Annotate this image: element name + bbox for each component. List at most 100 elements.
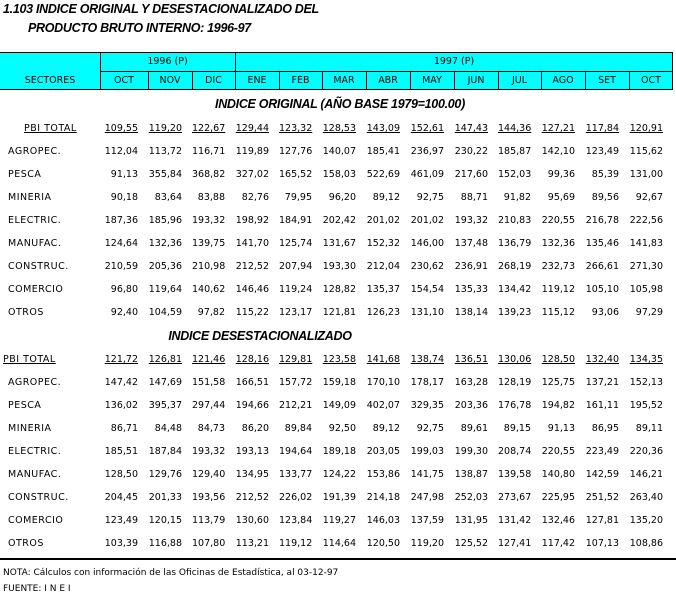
- cell-value: 93,06: [591, 307, 619, 318]
- cell-value: 127,21: [541, 123, 575, 134]
- cell-value: 128,50: [541, 354, 575, 365]
- cell-value: 113,21: [235, 538, 269, 549]
- cell-value: 131,42: [498, 515, 532, 526]
- column-divider: [498, 71, 499, 90]
- cell-value: 136,51: [454, 354, 488, 365]
- cell-value: 205,36: [148, 261, 182, 272]
- cell-value: 187,36: [104, 215, 138, 226]
- cell-value: 116,88: [148, 538, 182, 549]
- cell-value: 83,88: [197, 192, 225, 203]
- cell-value: 146,21: [629, 469, 663, 480]
- cell-value: 141,83: [629, 238, 663, 249]
- cell-value: 86,95: [591, 423, 619, 434]
- cell-value: 96,80: [110, 284, 138, 295]
- cell-value: 170,10: [366, 377, 400, 388]
- cell-value: 139,75: [192, 238, 226, 249]
- cell-value: 395,37: [148, 400, 182, 411]
- table-row: AGROPEC. 147,42 147,69 151,58 166,51 157,72 15…: [0, 375, 676, 391]
- cell-value: 266,61: [585, 261, 619, 272]
- table-row: OTROS 103,39 116,88 107,80 113,21 119,12 114,6…: [0, 536, 676, 552]
- cell-value: 131,10: [410, 307, 444, 318]
- cell-value: 193,32: [192, 215, 226, 226]
- cell-value: 120,50: [366, 538, 400, 549]
- cell-value: 121,81: [322, 307, 356, 318]
- cell-value: 89,61: [460, 423, 488, 434]
- cell-value: 142,10: [541, 146, 575, 157]
- row-label: COMERCIO: [8, 284, 64, 295]
- cell-value: 125,75: [541, 377, 575, 388]
- row-label: PBI TOTAL: [3, 354, 56, 365]
- table-row: PBI TOTAL 121,72 126,81 121,46 128,16 129,81 1…: [0, 352, 676, 368]
- cell-value: 86,20: [241, 423, 269, 434]
- cell-value: 134,35: [629, 354, 663, 365]
- cell-value: 99,36: [547, 169, 575, 180]
- cell-value: 123,49: [104, 515, 138, 526]
- cell-value: 107,80: [192, 538, 226, 549]
- cell-value: 193,13: [235, 446, 269, 457]
- header-year-1996: 1996 (P): [147, 56, 188, 67]
- cell-value: 135,37: [366, 284, 400, 295]
- cell-value: 201,33: [148, 492, 182, 503]
- cell-value: 115,12: [541, 307, 575, 318]
- header-month: OCT: [641, 75, 661, 86]
- cell-value: 117,42: [541, 538, 575, 549]
- cell-value: 119,89: [235, 146, 269, 157]
- cell-value: 131,95: [454, 515, 488, 526]
- cell-value: 132,46: [541, 515, 575, 526]
- table-row: PESCA 91,13 355,84 368,82 327,02 165,52 158,03…: [0, 167, 676, 183]
- cell-value: 128,50: [104, 469, 138, 480]
- header-month: JUN: [467, 75, 485, 86]
- cell-value: 137,21: [585, 377, 619, 388]
- cell-value: 163,28: [454, 377, 488, 388]
- cell-value: 123,49: [585, 146, 619, 157]
- cell-value: 132,36: [148, 238, 182, 249]
- cell-value: 297,44: [192, 400, 226, 411]
- cell-value: 128,16: [235, 354, 269, 365]
- cell-value: 124,22: [322, 469, 356, 480]
- cell-value: 193,56: [192, 492, 226, 503]
- cell-value: 120,91: [629, 123, 663, 134]
- row-label: MINERIA: [8, 192, 52, 203]
- cell-value: 125,74: [279, 238, 313, 249]
- cell-value: 131,00: [629, 169, 663, 180]
- cell-value: 105,98: [629, 284, 663, 295]
- cell-value: 90,18: [110, 192, 138, 203]
- cell-value: 109,55: [104, 123, 138, 134]
- header-month: MAR: [333, 75, 355, 86]
- cell-value: 83,64: [154, 192, 182, 203]
- table-header: SECTORES 1996 (P) 1997 (P) OCT NOV DIC ENE F…: [0, 52, 673, 90]
- cell-value: 140,62: [192, 284, 226, 295]
- table-row: PBI TOTAL 109,55 119,20 122,67 129,44 123,32 1…: [0, 121, 676, 137]
- cell-value: 108,86: [629, 538, 663, 549]
- cell-value: 82,76: [241, 192, 269, 203]
- cell-value: 402,07: [366, 400, 400, 411]
- cell-value: 95,69: [547, 192, 575, 203]
- cell-value: 157,72: [279, 377, 313, 388]
- cell-value: 159,18: [322, 377, 356, 388]
- cell-value: 91,13: [110, 169, 138, 180]
- cell-value: 96,20: [328, 192, 356, 203]
- cell-value: 115,22: [235, 307, 269, 318]
- cell-value: 220,55: [541, 215, 575, 226]
- cell-value: 201,02: [410, 215, 444, 226]
- cell-value: 84,73: [197, 423, 225, 434]
- header-month: DIC: [205, 75, 222, 86]
- row-label: ELECTRIC.: [8, 446, 62, 457]
- cell-value: 158,03: [322, 169, 356, 180]
- cell-value: 252,03: [454, 492, 488, 503]
- cell-value: 268,19: [498, 261, 532, 272]
- cell-value: 212,21: [279, 400, 313, 411]
- cell-value: 131,67: [322, 238, 356, 249]
- cell-value: 79,95: [284, 192, 312, 203]
- table-row: COMERCIO 96,80 119,64 140,62 146,46 119,24 128…: [0, 282, 676, 298]
- cell-value: 114,64: [322, 538, 356, 549]
- cell-value: 113,72: [148, 146, 182, 157]
- header-month: NOV: [159, 75, 181, 86]
- cell-value: 141,70: [235, 238, 269, 249]
- cell-value: 184,91: [279, 215, 313, 226]
- cell-value: 189,18: [322, 446, 356, 457]
- cell-value: 201,02: [366, 215, 400, 226]
- cell-value: 146,00: [410, 238, 444, 249]
- cell-value: 198,92: [235, 215, 269, 226]
- cell-value: 144,36: [498, 123, 532, 134]
